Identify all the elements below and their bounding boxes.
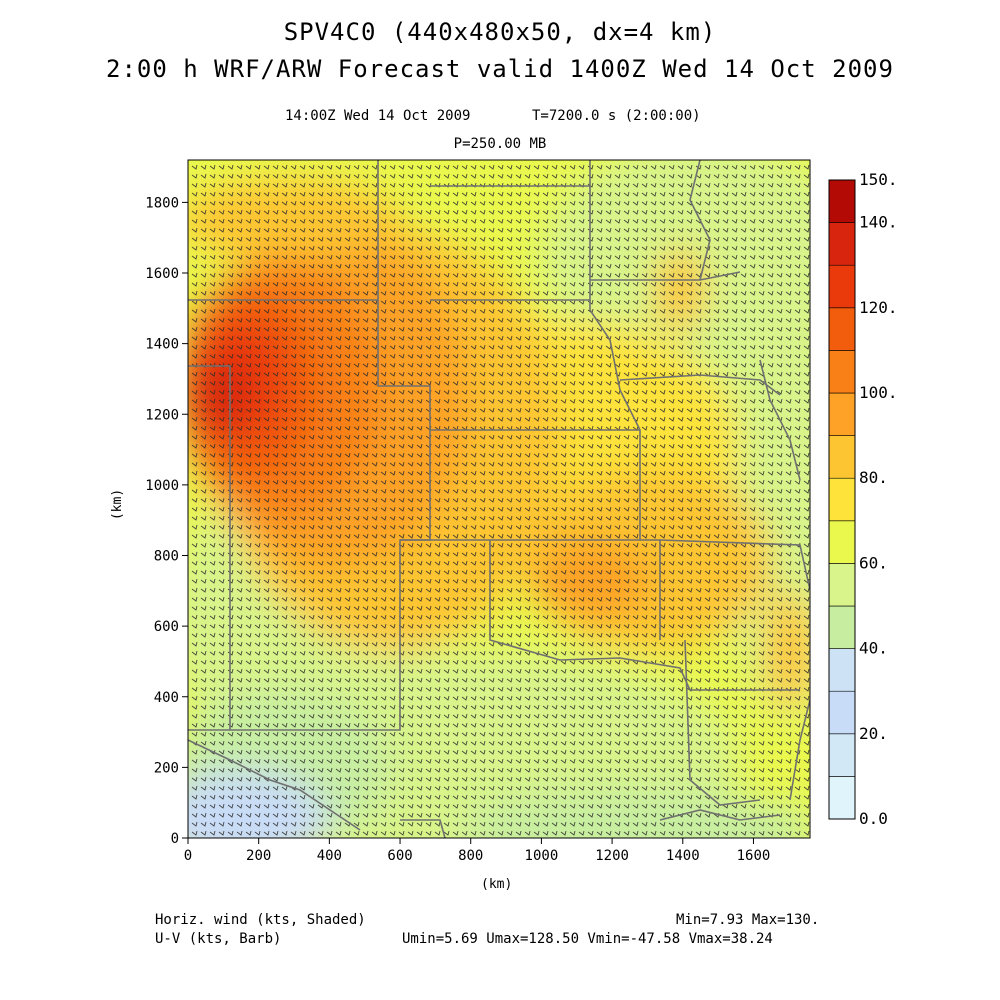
y-tick-label: 1600: [145, 266, 179, 282]
colorbar: 0.0 20. 40. 60. 80. 100. 120. 140. 150.: [828, 170, 898, 828]
colorbar-swatch: [828, 477, 856, 522]
y-tick-label: 0: [171, 831, 179, 847]
colorbar-label: 120.: [859, 298, 898, 317]
y-tick-label: 1400: [145, 337, 179, 353]
colorbar-swatch: [828, 733, 856, 777]
colorbar-frame: [828, 179, 856, 820]
y-tick-label: 400: [154, 690, 179, 706]
y-tick-label: 1200: [145, 407, 179, 423]
x-tick-label: 1200: [595, 848, 629, 864]
colorbar-swatch: [828, 222, 856, 266]
colorbar-label: 100.: [859, 383, 898, 402]
uv-stats-label: Umin=5.69 Umax=128.50 Vmin=-47.58 Vmax=3…: [402, 931, 773, 947]
colorbar-label: 150.: [859, 170, 898, 189]
x-tick-label: 600: [387, 848, 412, 864]
x-tick-label: 800: [458, 848, 483, 864]
colorbar-swatch: [828, 307, 856, 351]
colorbar-swatch: [828, 690, 856, 735]
x-axis-ticks: 0 200 400 600 800 1000 1200 1400 1600: [184, 838, 771, 864]
colorbar-label: 20.: [859, 724, 888, 743]
y-tick-label: 1000: [145, 478, 179, 494]
colorbar-label: 60.: [859, 553, 888, 572]
colorbar-swatch: [828, 520, 856, 564]
y-tick-label: 800: [154, 549, 179, 565]
wind-barbs: [191, 164, 810, 836]
state-boundaries: [188, 160, 810, 838]
colorbar-swatch: [828, 392, 856, 436]
colorbar-swatch: [828, 435, 856, 479]
x-axis-label: (km): [481, 877, 513, 892]
pressure-level-label: P=250.00 MB: [453, 136, 547, 152]
forecast-subtitle: 2:00 h WRF/ARW Forecast valid 1400Z Wed …: [106, 55, 894, 83]
colorbar-label: 80.: [859, 468, 888, 487]
barb-field: [191, 164, 810, 836]
colorbar-label: 0.0: [859, 809, 888, 828]
colorbar-swatch: [828, 264, 856, 309]
model-time-label: T=7200.0 s (2:00:00): [532, 108, 701, 124]
colorbar-label: 40.: [859, 639, 888, 658]
x-tick-label: 0: [184, 848, 192, 864]
min-max-label: Min=7.93 Max=130.: [676, 912, 820, 928]
x-tick-label: 1000: [525, 848, 559, 864]
plot-frame: [187, 159, 811, 839]
plot-title: SPV4C0 (440x480x50, dx=4 km): [283, 18, 717, 46]
y-tick-label: 200: [154, 760, 179, 776]
y-axis-label: (km): [110, 488, 126, 521]
y-tick-label: 1800: [145, 195, 179, 211]
colorbar-swatch: [828, 648, 856, 692]
valid-time-label: 14:00Z Wed 14 Oct 2009: [285, 108, 471, 124]
colorbar-swatch: [828, 179, 856, 223]
x-tick-label: 200: [246, 848, 271, 864]
x-tick-label: 1400: [666, 848, 700, 864]
y-axis-ticks: 0 200 400 600 800 1000 1200 1400 1600 1800: [145, 195, 188, 847]
colorbar-label: 140.: [859, 213, 898, 232]
colorbar-swatch: [828, 350, 856, 394]
shaded-field-label: Horiz. wind (kts, Shaded): [155, 912, 366, 928]
y-tick-label: 600: [154, 619, 179, 635]
colorbar-swatch: [828, 605, 856, 649]
colorbar-swatch: [828, 563, 856, 607]
x-tick-label: 400: [317, 848, 342, 864]
x-tick-label: 1600: [737, 848, 771, 864]
barb-field-label: U-V (kts, Barb): [155, 931, 282, 947]
colorbar-swatch: [828, 776, 856, 820]
